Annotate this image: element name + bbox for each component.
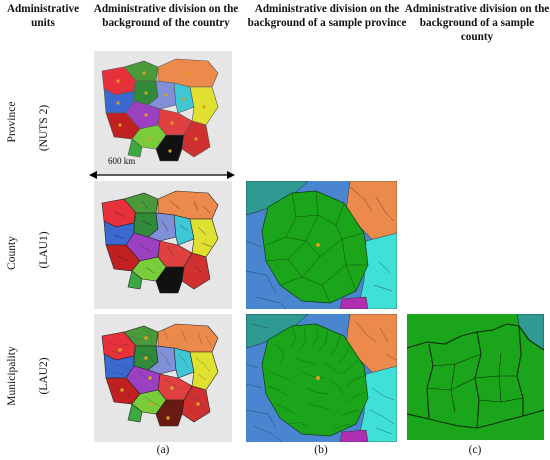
row-code-lau2: (LAU2)	[38, 357, 50, 395]
scale-label: 600 km	[108, 156, 136, 166]
caption-c: (c)	[468, 444, 482, 456]
row-label-county: County	[6, 236, 18, 270]
map-country-counties	[94, 181, 232, 309]
scale-bar	[89, 171, 235, 179]
map-country-municipalities	[94, 314, 232, 442]
row-label-province: Province	[6, 101, 18, 143]
header-units: Administrative units	[6, 3, 80, 29]
row-label-municipality: Municipality	[6, 346, 18, 406]
row-code-lau1: (LAU1)	[38, 231, 50, 269]
header-country: Administrative division on the backgroun…	[93, 3, 239, 29]
row-code-nuts2: (NUTS 2)	[38, 104, 50, 152]
caption-b: (b)	[314, 444, 328, 456]
header-province: Administrative division on the backgroun…	[247, 3, 407, 29]
map-county-municipalities	[407, 314, 544, 440]
header-county: Administrative division on the backgroun…	[404, 3, 550, 43]
caption-a: (a)	[156, 444, 170, 456]
map-country-provinces	[94, 51, 232, 175]
map-province-municipalities	[246, 314, 397, 442]
map-province-counties	[246, 181, 397, 309]
